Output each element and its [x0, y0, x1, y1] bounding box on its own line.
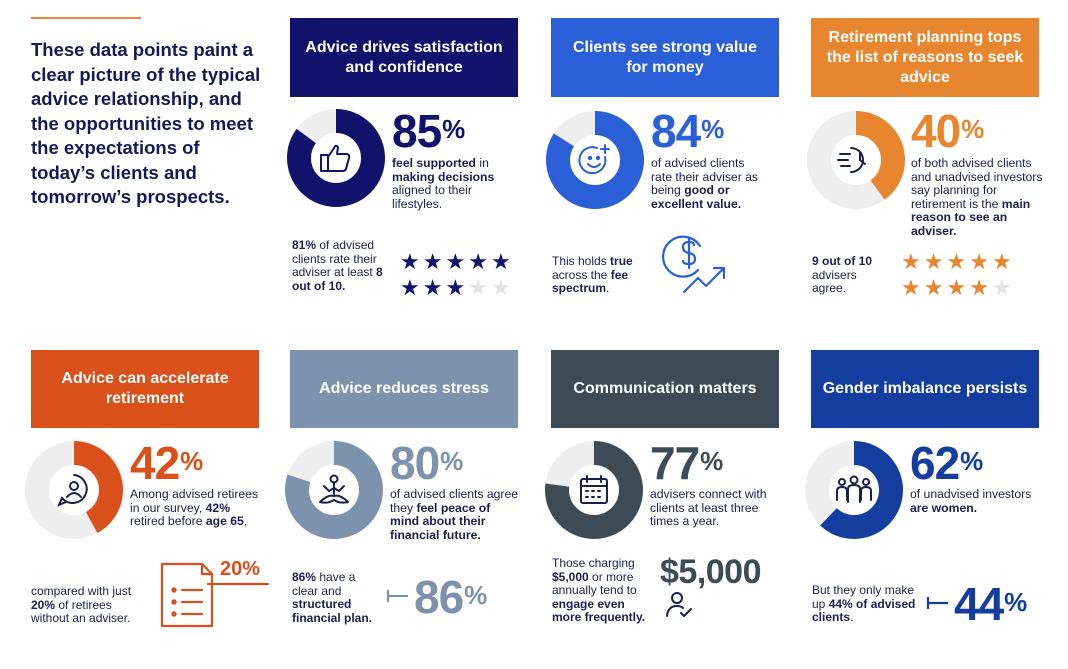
- value-value: 84%: [651, 105, 724, 157]
- star-filled-icon: ★: [969, 249, 989, 274]
- donut-arc: [287, 109, 385, 207]
- star-filled-icon: ★: [400, 249, 420, 274]
- star-row-1: ★ ★ ★ ★ ★: [400, 251, 522, 274]
- clock-speed-icon: [836, 140, 876, 180]
- planning-star-rating: ★ ★ ★ ★ ★ ★ ★ ★ ★ ★: [901, 251, 1023, 300]
- stress-side-marker: [386, 589, 410, 603]
- donut-arc: [285, 441, 383, 539]
- stress-side-value: 86%: [414, 571, 487, 623]
- person-chat-icon: [56, 472, 92, 508]
- communication-title: Communication matters: [551, 350, 779, 428]
- group-people-icon: [834, 472, 874, 508]
- value-description: of advised clients rate their adviser as…: [651, 156, 759, 211]
- star-row-1: ★ ★ ★ ★ ★: [901, 251, 1023, 274]
- communication-donut: [544, 440, 644, 540]
- star-row-2: ★ ★ ★ ★ ★: [901, 277, 1023, 300]
- value-donut: [545, 110, 645, 210]
- planning-title: Retirement planning tops the list of rea…: [811, 18, 1039, 97]
- donut-arc: [805, 441, 903, 539]
- gender-donut: [804, 440, 904, 540]
- planning-note: 9 out of 10 advisers agree.: [812, 254, 873, 295]
- planning-value: 40%: [911, 105, 984, 157]
- value-note: This holds true across the fee spectrum.: [552, 254, 633, 295]
- dollar-growth-icon: [660, 228, 730, 298]
- gender-description: of unadvised investors are women.: [910, 487, 1032, 515]
- gender-side-value: 44%: [954, 578, 1027, 630]
- star-filled-icon: ★: [445, 249, 466, 274]
- star-filled-icon: ★: [969, 275, 989, 300]
- thumbs-up-icon: [316, 138, 356, 178]
- gender-title: Gender imbalance persists: [811, 350, 1039, 428]
- star-filled-icon: ★: [400, 275, 420, 300]
- star-filled-icon: ★: [991, 249, 1012, 274]
- accelerate-note: compared with just 20% of retirees witho…: [31, 584, 132, 625]
- star-filled-icon: ★: [901, 275, 921, 300]
- value-title: Clients see strong value for money: [551, 18, 779, 97]
- accelerate-description: Among advised retirees in our survey, 42…: [130, 487, 259, 528]
- satisfaction-value: 85%: [392, 105, 465, 157]
- star-empty-icon: ★: [991, 275, 1012, 300]
- star-row-2: ★ ★ ★ ★ ★: [400, 277, 522, 300]
- communication-side-value: $5,000: [660, 553, 762, 591]
- gender-side-marker: [926, 596, 950, 610]
- calendar-icon: [576, 472, 612, 508]
- stress-title: Advice reduces stress: [290, 350, 518, 428]
- star-filled-icon: ★: [445, 275, 466, 300]
- donut-arc: [25, 441, 123, 539]
- planning-donut: [806, 110, 906, 210]
- smiley-plus-icon: [575, 140, 615, 180]
- accelerate-doc-value: 20%: [220, 558, 261, 580]
- star-filled-icon: ★: [923, 249, 944, 274]
- star-filled-icon: ★: [490, 249, 511, 274]
- accelerate-title: Advice can accelerate retirement: [31, 350, 259, 428]
- satisfaction-note: 81% of advised clients rate their advise…: [292, 238, 383, 293]
- satisfaction-donut: [286, 108, 386, 208]
- star-filled-icon: ★: [468, 249, 488, 274]
- gender-note: But they only make up 44% of advised cli…: [812, 583, 916, 624]
- gender-value: 62%: [910, 437, 983, 489]
- document-list-icon: [160, 558, 270, 630]
- donut-arc: [807, 111, 905, 209]
- person-check-icon: [664, 590, 694, 620]
- satisfaction-star-rating: ★ ★ ★ ★ ★ ★ ★ ★ ★ ★: [400, 251, 522, 300]
- star-filled-icon: ★: [901, 249, 921, 274]
- stress-note: 86% have a clear and structured financia…: [292, 570, 373, 625]
- stress-value: 80%: [390, 437, 463, 489]
- communication-value: 77%: [650, 437, 723, 489]
- satisfaction-title: Advice drives satisfaction and confidenc…: [290, 18, 518, 97]
- accelerate-donut: [24, 440, 124, 540]
- meditation-icon: [316, 472, 352, 508]
- communication-description: advisers connect with clients at least t…: [650, 487, 767, 528]
- intro-text: These data points paint a clear picture …: [31, 39, 261, 207]
- intro-accent-line: [31, 17, 141, 19]
- planning-description: of both advised clients and unadvised in…: [911, 156, 1043, 238]
- stress-donut: [284, 440, 384, 540]
- star-filled-icon: ★: [422, 275, 443, 300]
- donut-arc: [545, 441, 643, 539]
- donut-arc: [546, 111, 644, 209]
- communication-note: Those charging $5,000 or more annually t…: [552, 556, 646, 624]
- star-filled-icon: ★: [946, 275, 967, 300]
- star-filled-icon: ★: [422, 249, 443, 274]
- stress-description: of advised clients agree they feel peace…: [390, 487, 519, 542]
- star-empty-icon: ★: [468, 275, 488, 300]
- star-filled-icon: ★: [946, 249, 967, 274]
- satisfaction-description: feel supported in making decisions align…: [392, 156, 495, 211]
- star-filled-icon: ★: [923, 275, 944, 300]
- star-empty-icon: ★: [490, 275, 511, 300]
- accelerate-value: 42%: [130, 437, 203, 489]
